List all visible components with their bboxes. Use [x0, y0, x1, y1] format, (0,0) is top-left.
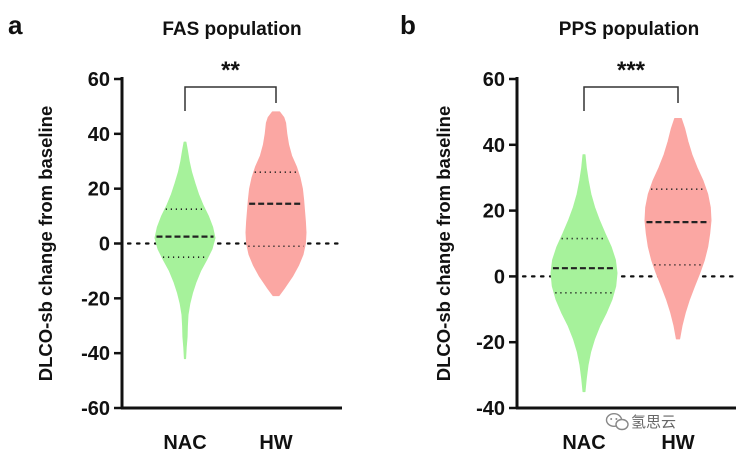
y-axis-label: DLCO-sb change from baseline	[433, 106, 454, 382]
panel-letter: a	[8, 10, 23, 40]
category-label-hw: HW	[259, 432, 292, 454]
significance-label: **	[221, 57, 240, 84]
y-tick-label: 20	[483, 201, 505, 223]
y-tick-label: -40	[81, 343, 110, 365]
category-label-nac: NAC	[163, 432, 206, 454]
violin-nac	[154, 141, 216, 360]
wechat-icon	[605, 412, 629, 431]
y-tick-label: 40	[88, 124, 110, 146]
y-tick-label: 0	[494, 266, 505, 288]
violin-hw	[644, 118, 712, 340]
y-tick-label: 60	[483, 69, 505, 91]
y-tick-label: -20	[81, 288, 110, 310]
watermark: 氢思云	[605, 412, 676, 431]
significance-label: ***	[617, 57, 646, 84]
y-axis-label: DLCO-sb change from baseline	[35, 106, 56, 382]
y-tick-label: -40	[476, 398, 505, 420]
panel-a: a FAS population DLCO-sb change from basel…	[8, 10, 344, 454]
violin-hw	[245, 111, 307, 297]
category-label-nac: NAC	[562, 432, 605, 454]
panel-title: PPS population	[559, 19, 699, 40]
y-tick-label: -20	[476, 332, 505, 354]
y-tick-label: 40	[483, 135, 505, 157]
panel-b: b PPS population DLCO-sb change from basel…	[400, 10, 738, 454]
y-tick-label: -60	[81, 398, 110, 420]
y-tick-label: 0	[99, 234, 110, 256]
y-tick-label: 60	[88, 69, 110, 91]
watermark-text: 氢思云	[631, 414, 676, 431]
significance-bracket	[583, 86, 679, 111]
category-label-hw: HW	[661, 432, 694, 454]
significance-bracket	[184, 86, 277, 111]
panel-letter: b	[400, 10, 416, 40]
y-tick-label: 20	[88, 179, 110, 201]
violin-nac	[550, 154, 618, 393]
panel-title: FAS population	[162, 19, 301, 40]
